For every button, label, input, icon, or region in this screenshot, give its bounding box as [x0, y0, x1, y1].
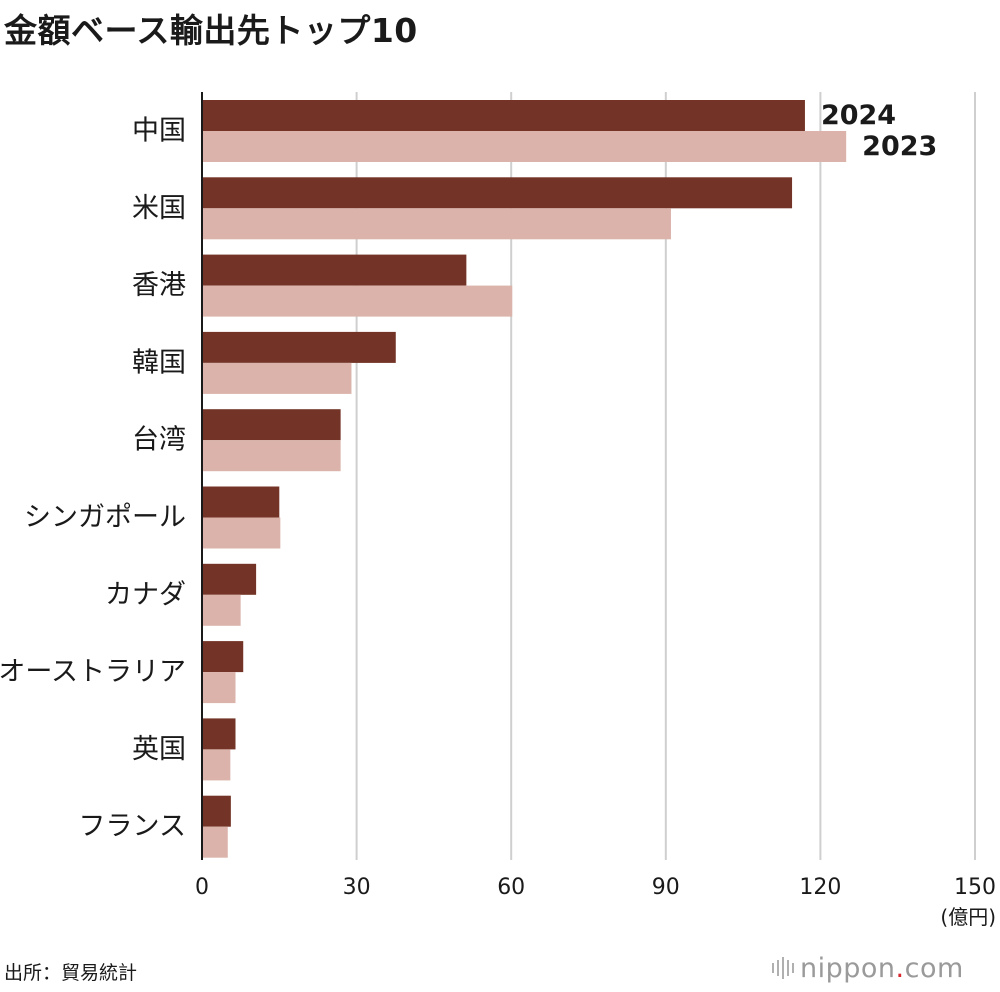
bars [202, 100, 847, 858]
category-label: フランス [79, 811, 186, 842]
category-label: 英国 [132, 734, 186, 765]
bar-2023-4 [202, 440, 341, 472]
bar-2023-9 [202, 826, 228, 858]
x-tick-label: 90 [652, 875, 680, 900]
x-tick-label: 150 [954, 875, 996, 900]
bar-2024-1 [202, 177, 793, 209]
category-label: 韓国 [132, 347, 186, 378]
x-axis-unit-label: (億円) [940, 905, 996, 929]
category-label: 香港 [132, 270, 186, 301]
category-label: カナダ [105, 579, 186, 610]
category-label: オーストラリア [0, 657, 186, 688]
legend-label-2024: 2024 [821, 100, 896, 131]
bar-2023-8 [202, 749, 231, 781]
bar-2024-8 [202, 718, 236, 750]
category-label: 米国 [132, 193, 186, 224]
x-tick-label: 60 [497, 875, 525, 900]
source-note: 出所：貿易統計 [4, 962, 138, 984]
x-tick-label: 0 [195, 875, 209, 900]
legend-label-2023: 2023 [862, 131, 937, 162]
category-label: シンガポール [24, 502, 186, 533]
nippon-logo: nippon.com [772, 948, 964, 988]
bar-2024-6 [202, 563, 257, 595]
bar-2024-3 [202, 331, 396, 363]
bar-2024-0 [202, 100, 805, 131]
bar-2023-3 [202, 362, 352, 394]
chart-title: 金額ベース輸出先トップ10 [4, 11, 418, 50]
bar-2023-7 [202, 672, 236, 704]
bar-2024-2 [202, 254, 467, 286]
category-label: 中国 [132, 116, 186, 147]
bar-2024-9 [202, 795, 231, 827]
x-tick-labels: 0 30 60 90 120 150 [195, 875, 996, 900]
bar-2023-5 [202, 517, 281, 549]
bar-2024-5 [202, 486, 280, 518]
x-tick-label: 30 [343, 875, 371, 900]
logo-text: nippon.com [800, 952, 964, 984]
bar-2024-7 [202, 641, 244, 673]
logo-bars-icon [772, 957, 794, 979]
bar-2024-4 [202, 409, 341, 441]
bar-2023-0 [202, 131, 847, 162]
category-label: 台湾 [132, 425, 186, 456]
bar-2023-6 [202, 594, 241, 626]
bar-2023-2 [202, 285, 513, 317]
bar-2023-1 [202, 208, 671, 240]
x-tick-label: 120 [799, 875, 841, 900]
